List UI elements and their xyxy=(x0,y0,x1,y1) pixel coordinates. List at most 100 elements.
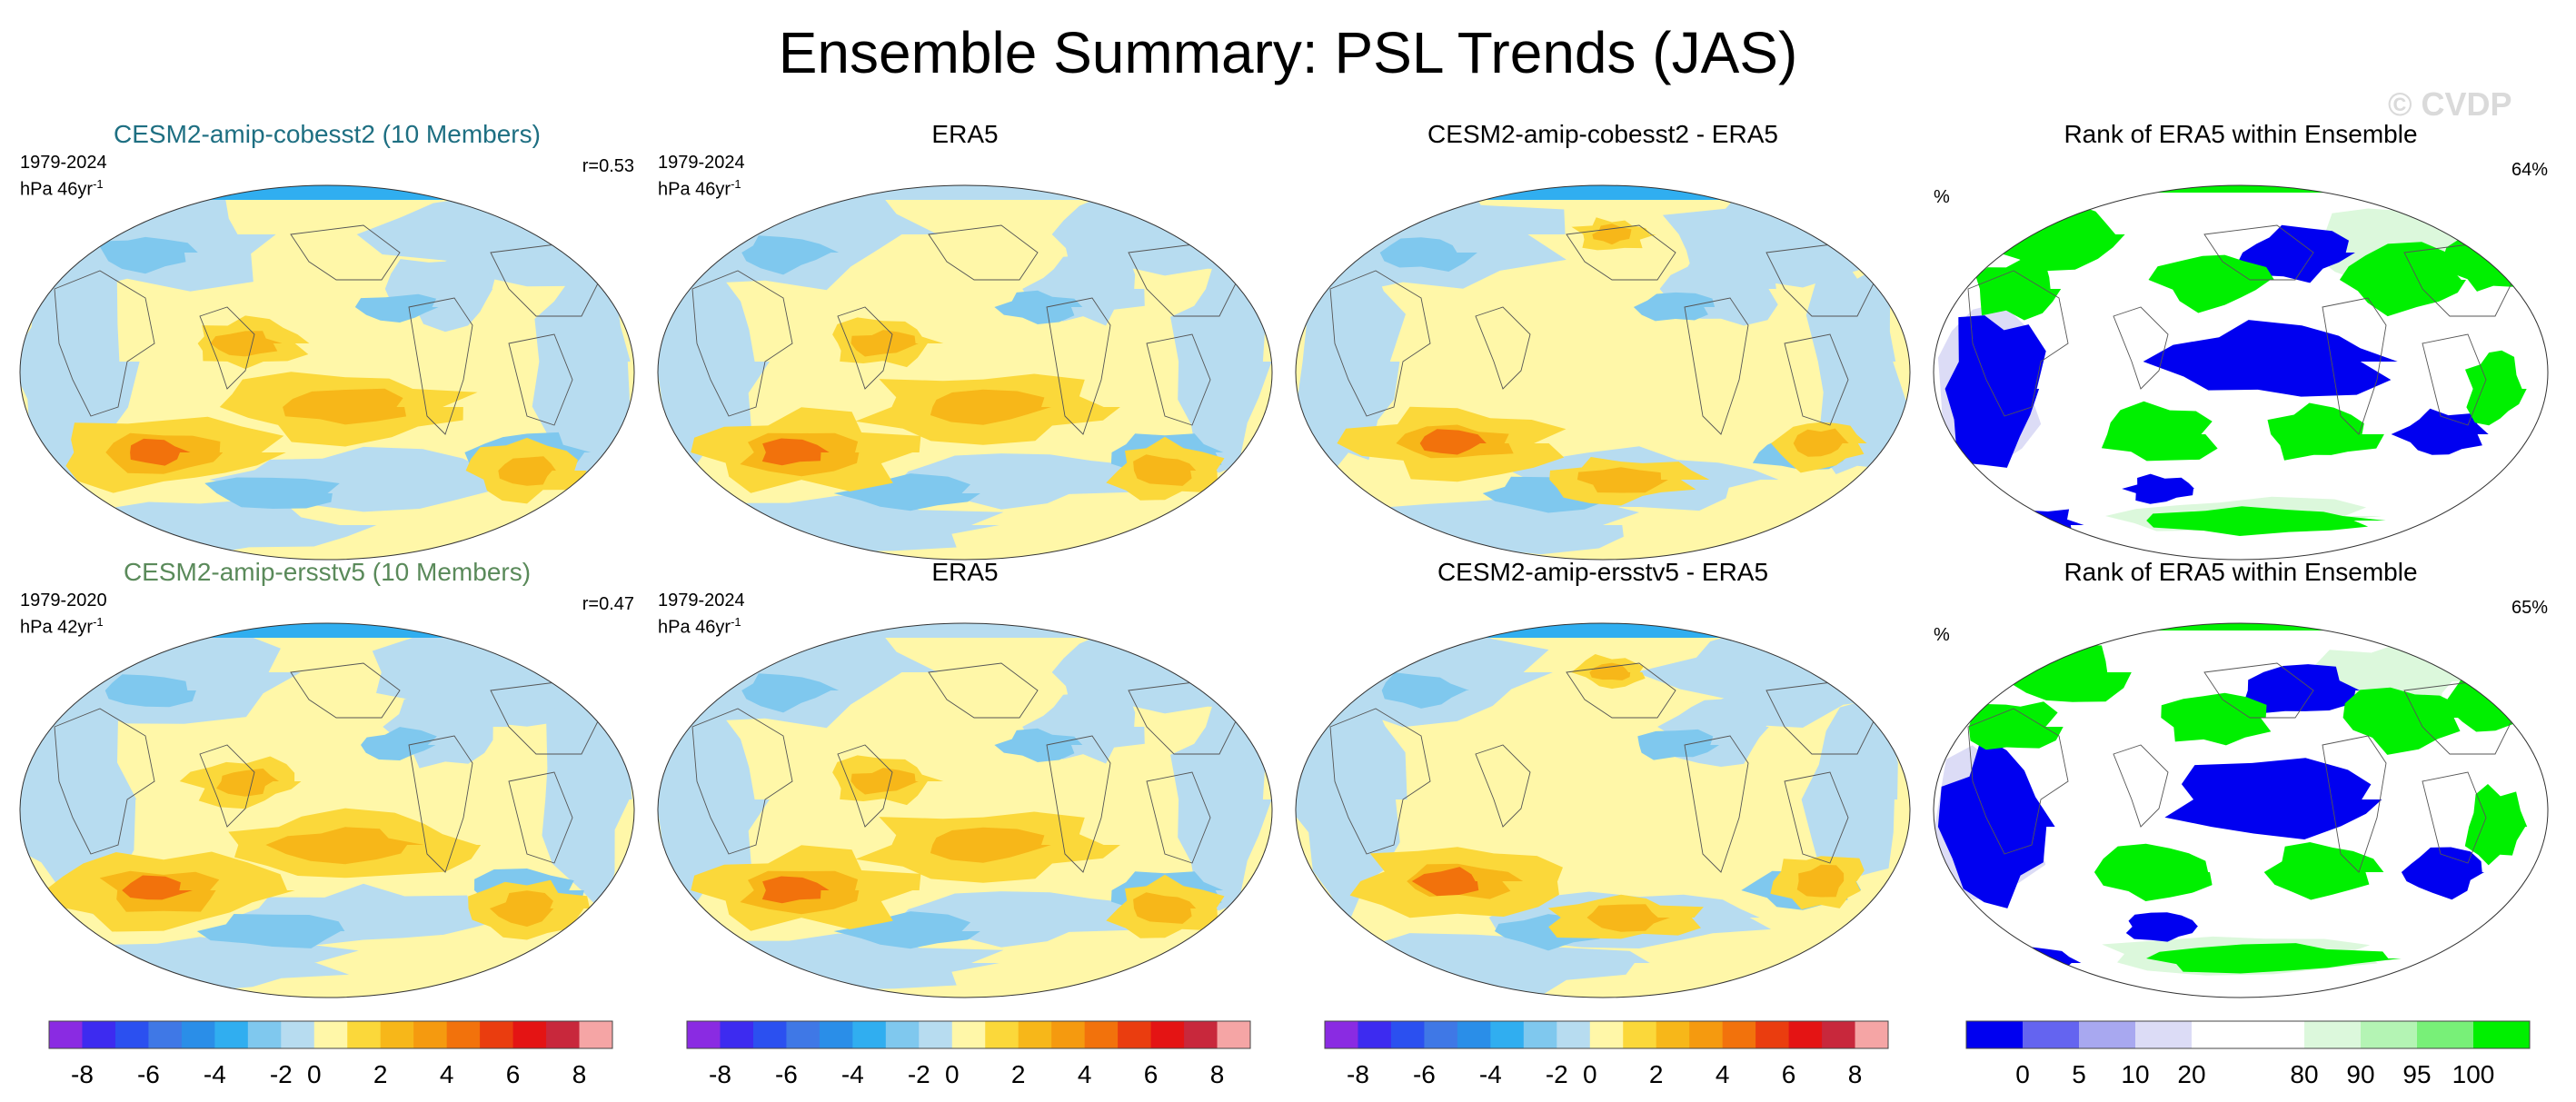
coastline xyxy=(1967,708,2069,855)
coastline xyxy=(2203,662,2314,719)
rank-region xyxy=(1937,736,2055,908)
colorbar-swatch xyxy=(413,1021,448,1048)
colorbar-tick-label: 8 xyxy=(572,1060,587,1088)
rank-region xyxy=(2122,473,2194,504)
panel-era5-2: ERA5 1979-2024 hPa 46yr-1 xyxy=(647,547,1283,998)
positive-trend-core xyxy=(1796,864,1845,898)
colorbar-tick-label: 95 xyxy=(2402,1060,2431,1088)
period-label: 1979-2024 xyxy=(658,153,745,173)
negative-trend-region xyxy=(658,703,770,918)
colorbar-tick-label: -2 xyxy=(1546,1060,1568,1088)
colorbar-swatch xyxy=(951,1021,986,1048)
negative-trend-core xyxy=(204,477,340,509)
rank-percentage: 64% xyxy=(2511,160,2548,180)
rank-region xyxy=(2465,350,2527,426)
panel-title: Rank of ERA5 within Ensemble xyxy=(2064,120,2418,148)
map-outline xyxy=(657,622,1273,998)
coastline xyxy=(1784,771,1849,864)
coastline xyxy=(837,744,893,828)
colorbar-tick-label: -4 xyxy=(1479,1060,1502,1088)
map-outline xyxy=(1295,622,1911,998)
map-outline xyxy=(1933,184,2549,561)
colorbar-tick-label: 4 xyxy=(1716,1060,1730,1088)
colorbar-swatch xyxy=(2304,1021,2362,1048)
colorbar-tick-label: 90 xyxy=(2346,1060,2374,1088)
colorbar-swatch xyxy=(1490,1021,1525,1048)
rank-region xyxy=(1944,315,2046,468)
positive-trend-core xyxy=(1133,892,1197,924)
rank-region xyxy=(2101,401,2218,462)
negative-trend-region xyxy=(1297,243,1406,485)
colorbar-tick-label: 10 xyxy=(2121,1060,2149,1088)
colorbar-trend-svg: -8 -6 -4 -2 0 2 4 6 8 xyxy=(1324,1020,1889,1088)
colorbar-swatch xyxy=(1051,1021,1086,1048)
colorbar-swatch xyxy=(1855,1021,1889,1048)
panel-diff-cobesst2: CESM2-amip-cobesst2 - ERA5 xyxy=(1285,109,1921,561)
rank-percentage: 65% xyxy=(2511,598,2548,618)
colorbar-tick-label: 0 xyxy=(2015,1060,2030,1088)
colorbar-swatch xyxy=(446,1021,481,1048)
coastline xyxy=(2113,744,2169,828)
colorbar-swatch xyxy=(579,1021,613,1048)
panel-period-units: 1979-2024 hPa 46yr-1 xyxy=(20,153,107,201)
psl-trend-diff-map xyxy=(1295,184,1911,561)
colorbar-swatch xyxy=(114,1021,149,1048)
cvdp-watermark: © CVDP xyxy=(2388,85,2512,123)
rank-region xyxy=(2164,758,2382,839)
coastline xyxy=(1475,744,1531,828)
colorbar-tick-label: 2 xyxy=(1011,1060,1026,1088)
period-label: 1979-2024 xyxy=(658,591,745,611)
units-label: hPa 42yr-1 xyxy=(20,615,104,638)
coastline xyxy=(2322,297,2387,435)
colorbar-swatch xyxy=(1722,1021,1756,1048)
colorbar-tick-label: 6 xyxy=(1782,1060,1796,1088)
negative-trend-core xyxy=(354,293,439,323)
panel-period-units: 1979-2024 hPa 46yr-1 xyxy=(658,153,745,201)
positive-trend-core xyxy=(216,768,280,797)
negative-trend-core xyxy=(196,914,345,948)
colorbar-swatch xyxy=(313,1021,348,1048)
colorbar-outline xyxy=(1965,1020,2531,1049)
negative-trend-region xyxy=(532,260,631,480)
negative-trend-core xyxy=(1379,237,1477,272)
colorbar-swatch xyxy=(852,1021,887,1048)
colorbar-swatch xyxy=(2079,1021,2136,1048)
coastline xyxy=(408,735,473,873)
rank-region xyxy=(2148,254,2274,313)
positive-trend-max xyxy=(761,438,830,466)
coastline xyxy=(54,708,155,855)
rank-region xyxy=(2146,943,2402,974)
pattern-correlation: r=0.53 xyxy=(582,156,634,176)
colorbar-swatch xyxy=(786,1021,821,1048)
panel-model-ersstv5: CESM2-amip-ersstv5 (10 Members) 1979-202… xyxy=(9,547,645,998)
panel-title: CESM2-amip-ersstv5 - ERA5 xyxy=(1437,558,1769,586)
negative-trend-core xyxy=(994,290,1083,324)
colorbar-swatch xyxy=(1523,1021,1557,1048)
negative-trend-core xyxy=(741,673,840,713)
positive-trend-core xyxy=(283,388,406,425)
colorbar-tick-label: 2 xyxy=(1649,1060,1664,1088)
positive-trend-core xyxy=(1793,428,1849,457)
coastline xyxy=(1046,297,1111,435)
rank-region xyxy=(2161,692,2272,746)
coastline xyxy=(199,306,255,390)
positive-trend-max xyxy=(122,875,193,900)
colorbar-trend-svg: -8 -6 -4 -2 0 2 4 6 8 xyxy=(686,1020,1251,1088)
positive-trend-core xyxy=(489,890,554,927)
coastline xyxy=(1684,735,1749,873)
coastline xyxy=(1784,333,1849,426)
colorbar-tick-label: -6 xyxy=(775,1060,798,1088)
coastline xyxy=(1566,224,1676,281)
colorbar-tick-label: -6 xyxy=(137,1060,160,1088)
coastline xyxy=(1046,735,1111,873)
positive-trend-max xyxy=(1411,867,1479,897)
positive-trend-core xyxy=(210,331,283,357)
negative-trend-core xyxy=(741,235,840,275)
coastline xyxy=(508,771,573,864)
colorbar-swatch xyxy=(1689,1021,1724,1048)
coastline xyxy=(928,224,1039,281)
colorbar-tick-label: -6 xyxy=(1413,1060,1436,1088)
coastline xyxy=(691,270,793,417)
colorbar-swatch xyxy=(1184,1021,1218,1048)
coastline xyxy=(1684,297,1749,435)
